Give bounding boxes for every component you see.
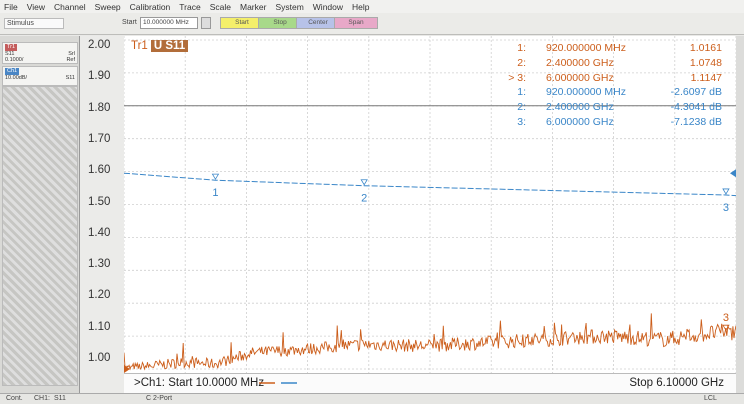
marker-triangle [211,173,220,180]
plot-svg: 1 2 3 3 [124,36,736,373]
scrollbar[interactable] [736,36,744,393]
marker-stim: 2.400000 GHz [546,56,614,69]
status-bar: Cont. CH1: S11 C 2-Port LCL [0,393,744,404]
y-axis-labels: 2.00 1.90 1.80 1.70 1.60 1.50 1.40 1.30 1.20 1.10… [80,36,124,393]
stimulus-dropdown[interactable]: Stimulus [4,18,64,29]
trace-2-line [124,172,736,197]
menu-item-window[interactable]: Window [312,1,344,12]
menu-item-scale[interactable]: Scale [209,1,231,12]
menu-item-trace[interactable]: Trace [179,1,201,12]
marker-val: -2.6097 dB [670,86,722,98]
trace-parameter: U S11 [150,40,189,52]
marker-stim: 2.400000 GHz [546,100,614,113]
marker-idx: 1: [517,42,526,54]
trace-info-box[interactable]: Tr1 S11 Srl 0.1000/Ref [2,42,78,64]
trace-label: Tr1 [131,40,148,52]
trace-info-text: 0.1000/ [5,57,24,63]
marker-label: 1 [212,187,218,199]
marker-val: 1.0748 [689,56,722,69]
menu-item-view[interactable]: View [26,1,45,12]
marker-idx: 1: [517,86,526,98]
marker-val: 1.0161 [689,42,722,54]
trace-info-text: Srl [68,50,75,57]
menu-item-marker[interactable]: Marker [239,1,267,12]
status-lcl: LCL [704,395,717,402]
channel-info-text: S11 [65,74,75,81]
trace-1-line [124,313,736,371]
menu-item-calibration[interactable]: Calibration [129,1,171,12]
menu-item-help[interactable]: Help [352,1,370,12]
start-frequency-input[interactable]: 10.000000 MHz [140,17,198,29]
status-parameter: S11 [54,395,66,402]
marker-idx: 2: [517,56,526,69]
menu-bar: File View Channel Sweep Calibration Trace Scal… [0,0,744,13]
marker-stim: 920.000000 MHz [546,42,626,54]
channel-info-box[interactable]: Ch1 10.00dB/S11 [2,66,78,86]
trace-info-text: Ref [66,57,75,63]
y-tick-label: 1.50 [88,195,111,208]
marker-triangle [722,324,730,331]
start-label: Start [122,19,137,26]
y-tick-label: 1.20 [88,289,111,302]
menu-item-channel[interactable]: Channel [53,1,86,12]
ref-arrow-right [730,169,736,178]
ref-arrow-left [124,365,130,373]
marker-triangle [360,179,368,186]
span-button[interactable]: Span [334,17,378,29]
start-spin-button[interactable] [201,17,211,29]
start-frequency: >Ch1: Start 10.0000 MHz [134,377,265,389]
marker-stim: 6.000000 GHz [546,71,614,84]
trace-title[interactable]: Tr1 U S11 [131,40,189,52]
trace-info-head: Tr1 [5,44,18,51]
marker-label: 2 [361,193,367,205]
y-tick-label: 1.30 [88,258,111,271]
marker-stim: 6.000000 GHz [546,115,614,128]
marker-stim: 920.000000 MHz [546,86,626,98]
y-tick-label: 2.00 [88,39,111,51]
channel-info-head: Ch1 [5,68,20,75]
status-mode: Cont. [6,395,23,402]
marker-val: -4.3041 dB [670,100,722,113]
channel-info-text: 10.00dB/ [5,74,28,81]
trace-info-text: S11 [5,50,15,57]
menu-item-system[interactable]: System [275,1,304,12]
panel-background [2,86,78,386]
marker-label: 3 [723,202,729,214]
toolbar: Stimulus Start 10.000000 MHz Start Stop … [0,13,744,35]
plot-area[interactable]: 1 2 3 3 Tr1 U S11 1: 920.000000 MHz 1.0161 2: 2… [124,36,736,373]
marker-val: 1.1147 [690,71,722,84]
marker-idx: 3: [517,115,526,128]
menu-item-file[interactable]: File [4,1,18,12]
y-tick-label: 1.40 [88,226,111,239]
trace-line-legend [259,377,299,389]
y-tick-label: 1.90 [88,70,111,83]
marker-idx: 2: [517,100,526,113]
trace-info-panel: Tr1 S11 Srl 0.1000/Ref Ch1 10.00dB/S11 [0,36,80,393]
marker-val: -7.1238 dB [670,115,722,128]
marker-triangle [722,188,730,195]
y-tick-label: 1.00 [88,352,111,364]
y-tick-label: 1.10 [88,320,111,333]
marker-idx: > 3: [508,71,526,84]
status-port: C 2-Port [146,395,173,402]
menu-item-sweep[interactable]: Sweep [94,1,121,12]
frequency-bar: >Ch1: Start 10.0000 MHz Stop 6.10000 GHz [124,373,736,393]
stop-frequency: Stop 6.10000 GHz [629,377,724,389]
status-channel: CH1: [34,395,50,402]
y-tick-label: 1.80 [88,101,111,114]
y-tick-label: 1.70 [88,132,111,145]
marker-label: 3 [723,312,729,324]
y-tick-label: 1.60 [88,164,111,177]
